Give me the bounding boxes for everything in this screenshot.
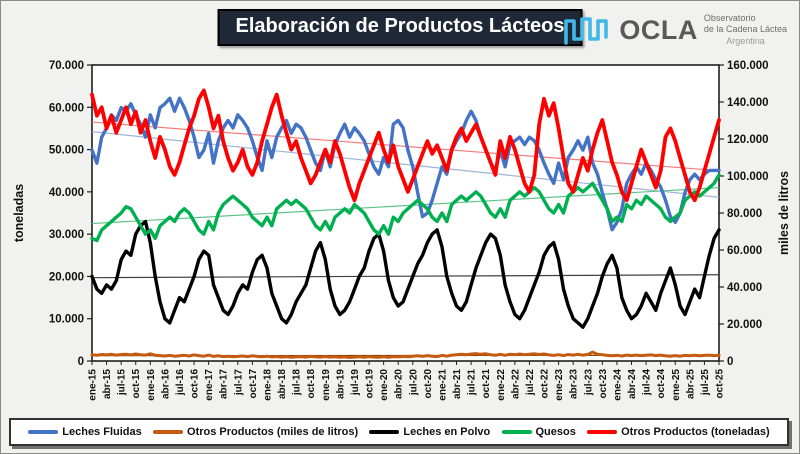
legend-item-leches-en-polvo: Leches en Polvo — [369, 426, 490, 438]
left-axis-tick-label: 30.000 — [49, 229, 84, 241]
series-leches-fluidas — [90, 96, 721, 232]
ocla-logo: OCLA Observatorio de la Cadena Láctea Ar… — [563, 13, 787, 47]
x-axis-tick-label: oct-17 — [248, 369, 259, 399]
x-axis-tick-label: abr-21 — [452, 369, 463, 399]
x-axis-tick-label: oct-18 — [306, 369, 317, 399]
trendline-leches-en-polvo — [91, 274, 720, 279]
legend-item-otros-productos-toneladas-: Otros Productos (toneladas) — [587, 426, 770, 438]
legend-item-quesos: Quesos — [501, 426, 576, 438]
x-axis-tick-label: abr-25 — [685, 369, 696, 399]
x-axis-tick-label: jul-16 — [175, 369, 186, 397]
x-axis-tick-label: abr-18 — [277, 369, 288, 399]
left-axis-tick-label: 60.000 — [49, 102, 84, 114]
legend-label: Otros Productos (miles de litros) — [187, 426, 359, 438]
legend-item-leches-fluidas: Leches Fluidas — [28, 426, 142, 438]
legend-label: Leches en Polvo — [403, 426, 491, 438]
right-axis-tick-label: 80.000 — [727, 208, 762, 220]
legend-label: Leches Fluidas — [62, 426, 142, 438]
right-axis-tick-label: 140.000 — [727, 97, 769, 109]
legend-swatch — [369, 429, 400, 435]
left-axis-tick-label: 10.000 — [49, 314, 84, 326]
x-axis-tick-label: oct-24 — [656, 369, 667, 399]
ocla-wave-icon — [564, 17, 609, 45]
left-axis-tick-label: 50.000 — [49, 145, 84, 157]
legend-label: Quesos — [535, 426, 576, 438]
legend-label: Otros Productos (toneladas) — [621, 426, 770, 438]
x-axis-tick-label: jul-22 — [525, 369, 536, 397]
series-otros-productos-toneladas- — [90, 88, 721, 203]
right-axis-tick-label: 100.000 — [727, 171, 769, 183]
series-otros-productos-miles-de-litros- — [90, 350, 721, 359]
logo-name: OCLA — [619, 14, 698, 45]
x-axis-tick-label: abr-19 — [335, 369, 346, 399]
x-axis-tick-label: abr-24 — [627, 369, 638, 399]
right-axis-title: miles de litros — [777, 171, 791, 255]
left-axis-tick-label: 70.000 — [49, 60, 84, 72]
legend-item-otros-productos-miles-de-litros-: Otros Productos (miles de litros) — [153, 426, 358, 438]
x-axis-tick-label: jul-15 — [117, 369, 128, 397]
x-axis-tick-label: jul-18 — [292, 369, 303, 397]
x-axis-tick-label: oct-21 — [481, 369, 492, 399]
x-axis-tick-label: oct-20 — [423, 369, 434, 399]
series-leches-en-polvo — [90, 219, 721, 329]
trendline-quesos — [91, 187, 720, 225]
left-axis-tick-label: 40.000 — [49, 187, 84, 199]
legend-swatch — [28, 429, 59, 435]
x-axis-tick-label: abr-15 — [102, 369, 113, 399]
x-axis-tick-label: oct-22 — [540, 369, 551, 399]
legend: Leches Fluidas Otros Productos (miles de … — [9, 418, 789, 446]
x-axis-tick-label: ene-23 — [554, 369, 565, 401]
x-axis-tick-label: oct-16 — [190, 369, 201, 399]
x-axis-tick-label: abr-17 — [219, 369, 230, 399]
x-axis-tick-label: jul-21 — [467, 369, 478, 397]
x-axis-tick-label: jul-19 — [350, 369, 361, 397]
x-axis-tick-label: oct-25 — [715, 369, 726, 399]
legend-swatch — [501, 429, 532, 435]
x-axis-tick-label: ene-17 — [204, 369, 215, 401]
x-axis-tick-label: oct-15 — [131, 369, 142, 399]
right-axis-tick-label: 60.000 — [727, 245, 762, 257]
x-axis-tick-label: oct-19 — [365, 369, 376, 399]
x-axis-tick-label: abr-23 — [569, 369, 580, 399]
x-axis-tick-label: oct-23 — [598, 369, 609, 399]
right-axis-tick-label: 40.000 — [727, 282, 762, 294]
x-axis-tick-label: jul-23 — [583, 369, 594, 397]
x-axis-tick-label: jul-25 — [700, 369, 711, 397]
x-axis-tick-label: ene-24 — [612, 369, 623, 401]
x-axis-tick-label: ene-21 — [437, 369, 448, 401]
page-title: Elaboración de Productos Lácteos — [217, 9, 583, 46]
x-axis-tick-label: jul-17 — [233, 369, 244, 397]
x-axis-tick-label: ene-19 — [321, 369, 332, 401]
series-quesos — [90, 173, 721, 243]
right-axis-tick-label: 120.000 — [727, 134, 769, 146]
logo-subtitle-line1: Observatorio — [703, 13, 756, 24]
x-axis-tick-label: ene-18 — [262, 369, 273, 401]
right-axis-tick-label: 0 — [727, 356, 733, 368]
x-axis-tick-label: ene-22 — [496, 369, 507, 401]
x-axis-tick-label: ene-20 — [379, 369, 390, 401]
left-axis-tick-label: 20.000 — [49, 271, 84, 283]
logo-subtitle-line3: Argentina — [726, 35, 765, 46]
x-axis-tick-label: jul-24 — [642, 369, 653, 397]
x-axis-tick-label: ene-16 — [146, 369, 157, 401]
left-axis-tick-label: 0 — [78, 356, 84, 368]
x-axis-tick-label: abr-16 — [160, 369, 171, 399]
x-axis-tick-label: abr-22 — [510, 369, 521, 399]
chart-canvas: 70.000 60.000 50.000 40.000 30.000 20.000 10.0… — [12, 60, 791, 401]
right-axis-tick-label: 160.000 — [727, 60, 769, 72]
x-axis-tick-label: abr-20 — [394, 369, 405, 399]
x-axis-tick-label: jul-20 — [408, 369, 419, 397]
legend-swatch — [153, 429, 184, 435]
logo-subtitle: Observatorio de la Cadena Láctea Argenti… — [704, 13, 787, 47]
left-axis-title: toneladas — [12, 184, 26, 242]
logo-subtitle-line2: de la Cadena Láctea — [703, 24, 787, 35]
x-axis-tick-label: ene-25 — [671, 369, 682, 401]
right-axis-tick-label: 20.000 — [727, 319, 762, 331]
legend-swatch — [587, 429, 618, 435]
x-axis-tick-label: ene-15 — [88, 369, 99, 401]
